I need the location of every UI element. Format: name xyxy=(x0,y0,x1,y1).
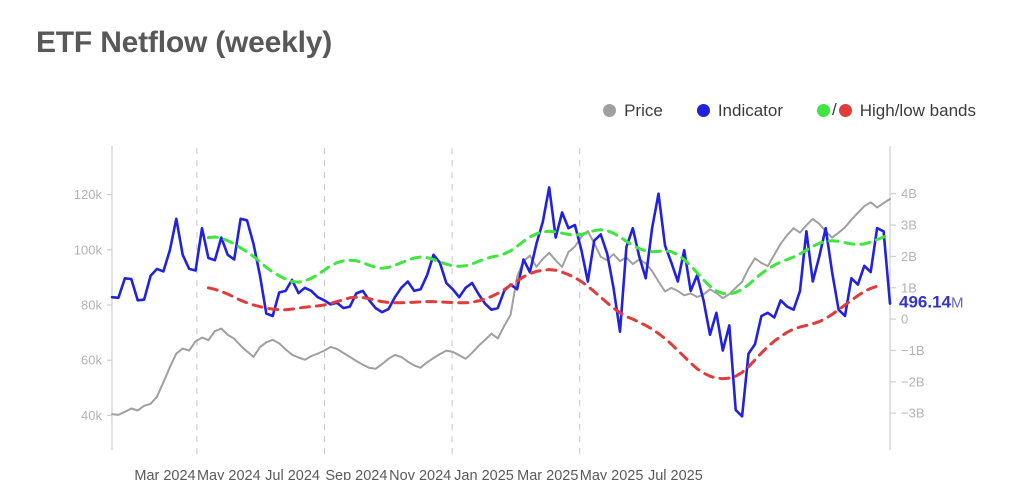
svg-text:Mar 2025: Mar 2025 xyxy=(517,468,578,480)
series-lines xyxy=(110,186,892,418)
gridlines xyxy=(196,148,581,456)
svg-text:0: 0 xyxy=(901,312,908,327)
svg-text:80k: 80k xyxy=(81,298,102,313)
chart-legend: Price Indicator / High/low bands xyxy=(603,100,976,120)
svg-text:Jul 2024: Jul 2024 xyxy=(265,468,320,480)
svg-text:Jan 2025: Jan 2025 xyxy=(454,468,514,480)
legend-label-price: Price xyxy=(624,100,663,120)
svg-text:Mar 2024: Mar 2024 xyxy=(134,468,195,480)
svg-text:−1B: −1B xyxy=(901,343,925,358)
low-band-legend-dot xyxy=(838,103,852,117)
legend-item-indicator[interactable]: Indicator xyxy=(696,100,784,120)
svg-text:4B: 4B xyxy=(901,186,917,201)
svg-text:40k: 40k xyxy=(81,408,102,423)
indicator-legend-dot xyxy=(696,103,710,117)
legend-label-bands: High/low bands xyxy=(859,100,976,120)
svg-text:3B: 3B xyxy=(901,218,917,233)
series-price xyxy=(111,198,891,416)
svg-text:60k: 60k xyxy=(81,353,102,368)
left-axis: 40k 60k 80k 100k 120k xyxy=(74,146,113,450)
x-axis-labels: Mar 2024 May 2024 Jul 2024 Sep 2024 Nov 2024… xyxy=(134,468,702,480)
high-band-legend-dot xyxy=(817,103,831,117)
svg-text:120k: 120k xyxy=(74,187,103,202)
svg-text:−3B: −3B xyxy=(901,406,925,421)
plot-area[interactable]: 40k 60k 80k 100k 120k 4B 3B 2B 1B 0 −1B −2B −3B Mar… xyxy=(0,140,1024,480)
svg-text:100k: 100k xyxy=(74,242,103,257)
series-high-band xyxy=(206,228,892,296)
legend-item-price[interactable]: Price xyxy=(603,102,663,119)
right-axis: 4B 3B 2B 1B 0 −1B −2B −3B xyxy=(889,146,925,450)
price-legend-dot xyxy=(603,103,617,117)
svg-text:May 2025: May 2025 xyxy=(580,468,644,480)
svg-text:Jul 2025: Jul 2025 xyxy=(648,468,703,480)
svg-text:May 2024: May 2024 xyxy=(197,468,261,480)
series-indicator xyxy=(110,186,892,418)
svg-text:2B: 2B xyxy=(901,249,917,264)
legend-separator: / xyxy=(832,100,837,119)
svg-text:Nov 2024: Nov 2024 xyxy=(389,468,451,480)
value-annotation: 496.14M xyxy=(899,293,964,312)
legend-item-bands[interactable]: / High/low bands xyxy=(817,100,976,120)
svg-text:−2B: −2B xyxy=(901,374,925,389)
legend-label-indicator: Indicator xyxy=(717,100,784,120)
bands-legend-dots: / xyxy=(817,100,852,120)
svg-text:1B: 1B xyxy=(901,280,917,295)
page-title: ETF Netflow (weekly) xyxy=(36,26,333,59)
chart-svg[interactable]: 40k 60k 80k 100k 120k 4B 3B 2B 1B 0 −1B −2B −3B Mar… xyxy=(0,140,1024,480)
svg-text:Sep 2024: Sep 2024 xyxy=(325,468,387,480)
series-low-band xyxy=(206,268,879,381)
current-value-label: 496.14M xyxy=(899,293,964,312)
